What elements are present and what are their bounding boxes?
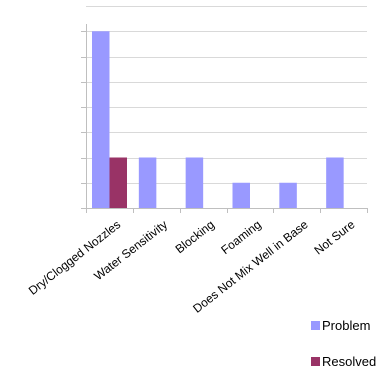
legend-label-problem: Problem	[322, 318, 370, 333]
x-tick-label: Blocking	[173, 217, 217, 256]
legend-label-resolved: Resolved	[322, 354, 376, 369]
bar-problem-3	[185, 157, 204, 208]
bar-resolved-1	[109, 157, 127, 208]
legend: Problem Resolved	[311, 318, 376, 369]
legend-swatch-resolved	[311, 357, 320, 366]
bar-problem-4	[232, 182, 250, 208]
bar-problem-5	[279, 182, 297, 208]
axes	[81, 24, 368, 213]
bar-problem-2	[138, 157, 157, 208]
bar-problem-1	[92, 31, 110, 208]
x-tick-label: Not Sure	[311, 217, 357, 257]
x-tick-label: Foaming	[218, 217, 263, 257]
legend-swatch-problem	[311, 321, 320, 330]
y-gridlines	[86, 6, 367, 184]
bars	[92, 31, 344, 208]
bar-problem-6	[326, 157, 344, 208]
